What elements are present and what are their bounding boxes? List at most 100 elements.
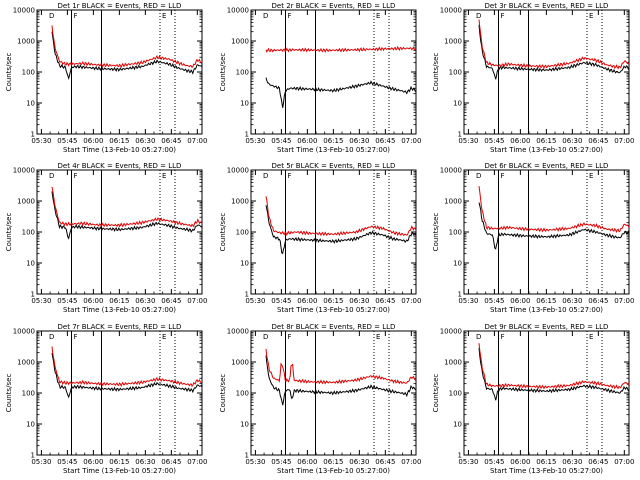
x-tick-label: 06:15 xyxy=(323,137,343,145)
x-tick-label: 06:00 xyxy=(297,297,317,305)
x-tick-label: 05:30 xyxy=(245,137,265,145)
x-tick-label: 06:15 xyxy=(109,458,129,466)
panel-title: Det 8r BLACK = Events, RED = LLD xyxy=(272,323,396,331)
x-tick-label: 06:30 xyxy=(135,137,155,145)
x-tick-label: 07:00 xyxy=(401,458,421,466)
x-tick-label: 06:30 xyxy=(562,137,582,145)
lld-series-line xyxy=(478,343,630,390)
y-tick-label: 100 xyxy=(449,390,462,398)
events-series-line xyxy=(265,355,417,406)
x-tick-label: 06:30 xyxy=(349,137,369,145)
event-marker-label: E xyxy=(589,172,593,180)
plot-frame xyxy=(463,330,630,456)
y-tick-label: 10 xyxy=(240,100,249,108)
y-axis-label: Counts/sec xyxy=(432,374,440,413)
y-tick-label: 100 xyxy=(449,229,462,237)
x-tick-label: 07:00 xyxy=(614,297,634,305)
x-tick-label: 07:00 xyxy=(614,458,634,466)
y-axis-label: Counts/sec xyxy=(432,53,440,92)
y-tick-label: 1 xyxy=(31,291,35,299)
x-tick-label: 06:00 xyxy=(297,458,317,466)
y-tick-label: 100 xyxy=(449,69,462,77)
x-tick-label: 06:30 xyxy=(349,297,369,305)
y-axis-label: Counts/sec xyxy=(5,374,13,413)
panel-title: Det 4r BLACK = Events, RED = LLD xyxy=(58,162,182,170)
event-marker-label: D xyxy=(49,12,54,20)
lld-series-line xyxy=(265,348,417,385)
x-tick-label: 06:45 xyxy=(161,137,181,145)
x-tick-label: 06:30 xyxy=(135,458,155,466)
panel-title: Det 6r BLACK = Events, RED = LLD xyxy=(485,162,609,170)
panel-det-9: Det 9r BLACK = Events, RED = LLD 1 10 100 10… xyxy=(432,323,634,475)
lld-series-line xyxy=(478,186,630,234)
event-marker-label: F xyxy=(501,12,505,20)
x-tick-label: 07:00 xyxy=(187,458,207,466)
event-marker-label: D xyxy=(476,12,481,20)
event-marker-label: E xyxy=(162,172,166,180)
panel-det-5: Det 5r BLACK = Events, RED = LLD 1 10 100 10… xyxy=(219,162,421,314)
events-series-line xyxy=(265,77,417,108)
y-tick-label: 10 xyxy=(453,100,462,108)
x-tick-label: 05:45 xyxy=(271,137,291,145)
y-tick-label: 1000 xyxy=(444,359,462,367)
events-series-line xyxy=(478,202,630,250)
plot-frame xyxy=(36,169,203,295)
panel-title: Det 1r BLACK = Events, RED = LLD xyxy=(58,2,182,10)
y-tick-label: 1 xyxy=(245,291,249,299)
panel-det-4: Det 4r BLACK = Events, RED = LLD 1 10 100 10… xyxy=(5,162,207,314)
x-tick-label: 06:45 xyxy=(161,297,181,305)
plot-frame xyxy=(36,9,203,135)
x-tick-label: 06:45 xyxy=(375,458,395,466)
x-axis-label: Start Time (13-Feb-10 05:27:00) xyxy=(277,467,390,475)
x-tick-label: 05:30 xyxy=(31,458,51,466)
x-tick-label: 06:45 xyxy=(588,137,608,145)
x-tick-label: 07:00 xyxy=(614,137,634,145)
event-marker-label: F xyxy=(501,172,505,180)
y-tick-label: 10000 xyxy=(13,328,35,336)
event-marker-label: E xyxy=(376,333,380,341)
y-tick-label: 1000 xyxy=(231,359,249,367)
x-tick-label: 06:15 xyxy=(536,458,556,466)
events-series-line xyxy=(478,348,630,401)
x-tick-label: 06:45 xyxy=(588,458,608,466)
x-tick-label: 06:00 xyxy=(83,137,103,145)
event-marker-label: E xyxy=(162,12,166,20)
panel-det-3: Det 3r BLACK = Events, RED = LLD 1 10 100 10… xyxy=(432,2,634,154)
y-tick-label: 100 xyxy=(22,390,35,398)
x-tick-label: 06:30 xyxy=(349,458,369,466)
lld-series-line xyxy=(51,346,203,388)
x-tick-label: 07:00 xyxy=(187,297,207,305)
event-marker-label: E xyxy=(589,12,593,20)
panel-title: Det 3r BLACK = Events, RED = LLD xyxy=(485,2,609,10)
y-axis-label: Counts/sec xyxy=(5,53,13,92)
event-marker-label: D xyxy=(263,172,268,180)
y-tick-label: 10 xyxy=(26,100,35,108)
x-tick-label: 06:15 xyxy=(323,458,343,466)
y-tick-label: 1 xyxy=(245,131,249,139)
event-marker-label: F xyxy=(74,12,78,20)
y-axis-label: Counts/sec xyxy=(219,374,227,413)
x-tick-label: 07:00 xyxy=(187,137,207,145)
x-tick-label: 06:00 xyxy=(510,297,530,305)
x-axis-label: Start Time (13-Feb-10 05:27:00) xyxy=(490,146,603,154)
event-marker-label: F xyxy=(288,12,292,20)
x-tick-label: 05:30 xyxy=(458,297,478,305)
x-tick-label: 06:00 xyxy=(510,137,530,145)
x-tick-label: 05:45 xyxy=(271,458,291,466)
x-axis-label: Start Time (13-Feb-10 05:27:00) xyxy=(490,467,603,475)
lld-series-line xyxy=(51,25,203,69)
event-marker-label: F xyxy=(501,333,505,341)
y-tick-label: 10000 xyxy=(227,7,249,15)
event-marker-label: D xyxy=(263,333,268,341)
plot-frame xyxy=(250,9,417,135)
y-tick-label: 100 xyxy=(22,229,35,237)
y-tick-label: 1000 xyxy=(231,38,249,46)
event-marker-label: E xyxy=(376,172,380,180)
panel-det-7: Det 7r BLACK = Events, RED = LLD 1 10 100 10… xyxy=(5,323,207,475)
y-tick-label: 10 xyxy=(26,421,35,429)
event-marker-label: D xyxy=(476,333,481,341)
y-tick-label: 10000 xyxy=(440,167,462,175)
y-tick-label: 100 xyxy=(236,69,249,77)
events-series-line xyxy=(51,31,203,80)
